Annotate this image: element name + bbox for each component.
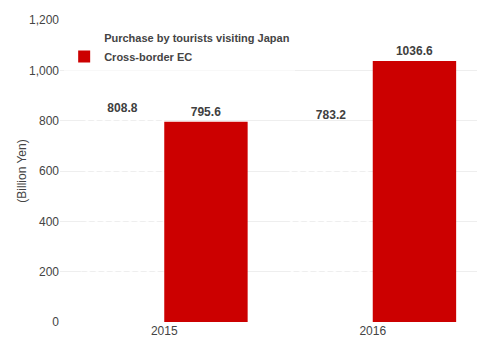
svg-text:808.8: 808.8 xyxy=(107,101,137,115)
svg-text:2015: 2015 xyxy=(151,324,178,338)
svg-text:800: 800 xyxy=(39,114,59,128)
svg-text:1,200: 1,200 xyxy=(29,13,59,27)
svg-text:Purchase by tourists visiting: Purchase by tourists visiting Japan xyxy=(104,32,290,44)
svg-text:783.2: 783.2 xyxy=(316,108,346,122)
svg-text:200: 200 xyxy=(39,265,59,279)
svg-text:400: 400 xyxy=(39,215,59,229)
svg-text:795.6: 795.6 xyxy=(191,105,221,119)
svg-text:1,000: 1,000 xyxy=(29,64,59,78)
svg-text:Cross-border EC: Cross-border EC xyxy=(104,51,192,63)
svg-text:1036.6: 1036.6 xyxy=(396,44,433,58)
svg-text:0: 0 xyxy=(52,315,59,329)
svg-text:600: 600 xyxy=(39,164,59,178)
svg-text:2016: 2016 xyxy=(359,324,386,338)
svg-text:(Billion Yen): (Billion Yen) xyxy=(15,139,29,202)
